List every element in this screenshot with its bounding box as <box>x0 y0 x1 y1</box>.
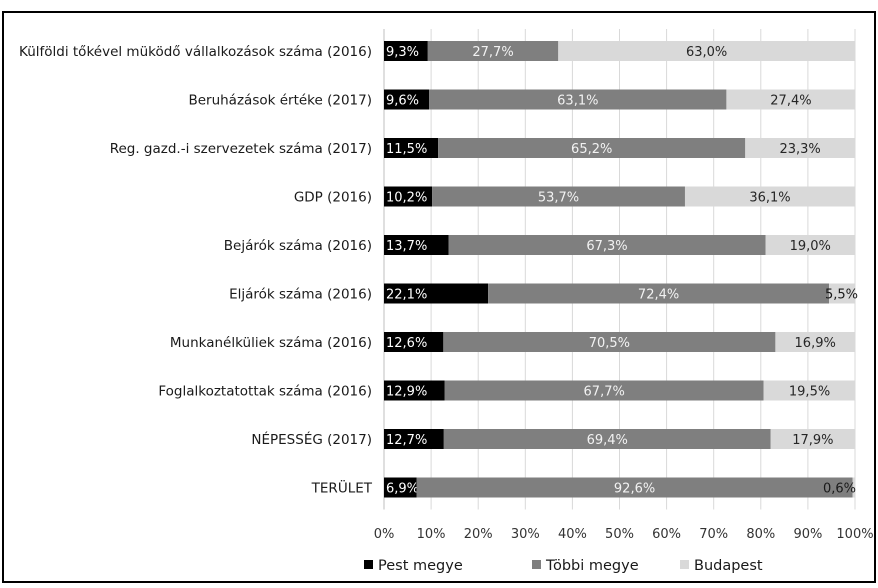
x-tick-label: 70% <box>699 527 728 542</box>
legend-label: Pest megye <box>378 558 463 574</box>
legend-swatch <box>364 560 373 569</box>
x-tick-label: 80% <box>746 527 775 542</box>
category-label: Foglalkoztatottak száma (2016) <box>158 384 372 400</box>
data-label: 70,5% <box>589 336 630 351</box>
data-label: 6,9% <box>386 482 419 497</box>
data-label: 72,4% <box>638 288 679 303</box>
category-label: Külföldi tőkével müködő vállalkozások sz… <box>19 44 372 60</box>
bar-segment <box>384 380 445 401</box>
bar-segment <box>384 186 433 207</box>
bar-segment <box>770 429 855 449</box>
category-label: Eljárók száma (2016) <box>229 287 372 303</box>
category-label: Munkanélküliek száma (2016) <box>170 335 372 351</box>
category-label: NÉPESSÉG (2017) <box>251 431 372 448</box>
category-label: Beruházások értéke (2017) <box>188 93 372 109</box>
bar-segment <box>384 429 444 449</box>
bar-segment <box>432 186 685 207</box>
bar-segment <box>416 477 853 498</box>
legend-label: Többi megye <box>545 558 639 574</box>
x-tick-label: 100% <box>836 527 873 542</box>
data-label: 63,0% <box>686 45 727 60</box>
data-label: 63,1% <box>557 94 598 109</box>
bar-segment <box>765 235 855 255</box>
x-tick-label: 30% <box>511 527 540 542</box>
bar-segment <box>558 41 855 61</box>
data-label: 22,1% <box>386 288 427 303</box>
bar-segment <box>763 380 856 401</box>
bar-segment <box>852 477 856 498</box>
bar-segment <box>384 235 449 255</box>
bar-segment <box>726 89 856 110</box>
bar-segment <box>429 89 727 110</box>
category-label: TERÜLET <box>311 479 373 497</box>
bar-segment <box>384 89 430 110</box>
bar-segment <box>684 186 855 207</box>
data-label: 36,1% <box>749 191 790 206</box>
bar-segment <box>384 41 428 61</box>
legend: Pest megye Többi megye Budapest <box>364 558 763 574</box>
bar-segment <box>384 332 444 352</box>
data-label: 9,3% <box>386 45 419 60</box>
category-labels: Külföldi tőkével müködő vállalkozások sz… <box>19 44 373 497</box>
x-tick-label: 90% <box>793 527 822 542</box>
data-label: 12,9% <box>386 385 427 400</box>
legend-swatch <box>532 560 541 569</box>
category-label: GDP (2016) <box>294 190 372 206</box>
data-label: 16,9% <box>795 336 836 351</box>
data-label: 11,5% <box>386 142 427 157</box>
bar-segment <box>745 138 855 158</box>
bar-segment <box>443 332 776 352</box>
x-tick-label: 40% <box>558 527 587 542</box>
bar-segment <box>427 41 559 61</box>
data-label: 19,0% <box>790 239 831 254</box>
x-tick-labels: 0% 10% 20% 30% 40% 50% 60% 70% 80% 90% 100% <box>374 527 874 542</box>
bars: 9,3% 27,7% 63,0% 9,6% 63,1% 27,4% 11,5% 65,2% 23… <box>384 41 858 498</box>
data-label: 53,7% <box>538 191 579 206</box>
data-label: 12,7% <box>386 433 427 448</box>
data-label: 65,2% <box>571 142 612 157</box>
data-label: 17,9% <box>792 433 833 448</box>
bar-segment <box>384 283 489 304</box>
bar-segment <box>384 477 417 498</box>
bar-segment <box>488 283 830 304</box>
data-label: 13,7% <box>386 239 427 254</box>
data-label: 27,4% <box>770 94 811 109</box>
data-label: 0,6% <box>823 482 856 497</box>
x-tick-label: 50% <box>605 527 634 542</box>
data-label: 27,7% <box>472 45 513 60</box>
data-label: 67,3% <box>586 239 627 254</box>
legend-label: Budapest <box>694 558 763 574</box>
data-label: 67,7% <box>584 385 625 400</box>
data-label: 12,6% <box>386 336 427 351</box>
data-label: 23,3% <box>779 142 820 157</box>
category-label: Reg. gazd.-i szervezetek száma (2017) <box>110 141 372 157</box>
bar-segment <box>829 283 855 304</box>
data-label: 92,6% <box>614 482 655 497</box>
data-label: 19,5% <box>789 385 830 400</box>
x-tick-label: 20% <box>464 527 493 542</box>
bar-segment <box>448 235 766 255</box>
data-label: 10,2% <box>386 191 427 206</box>
bar-segment <box>775 332 855 352</box>
data-label: 9,6% <box>386 94 419 109</box>
x-tick-label: 10% <box>417 527 446 542</box>
bar-segment <box>438 138 746 158</box>
bar-segment <box>443 429 771 449</box>
bar-segment <box>444 380 764 401</box>
data-label: 5,5% <box>825 288 858 303</box>
x-tick-label: 60% <box>652 527 681 542</box>
bar-segment <box>384 138 439 158</box>
data-label: 69,4% <box>587 433 628 448</box>
legend-swatch <box>680 560 689 569</box>
x-tick-label: 0% <box>374 527 395 542</box>
category-label: Bejárók száma (2016) <box>224 238 372 254</box>
